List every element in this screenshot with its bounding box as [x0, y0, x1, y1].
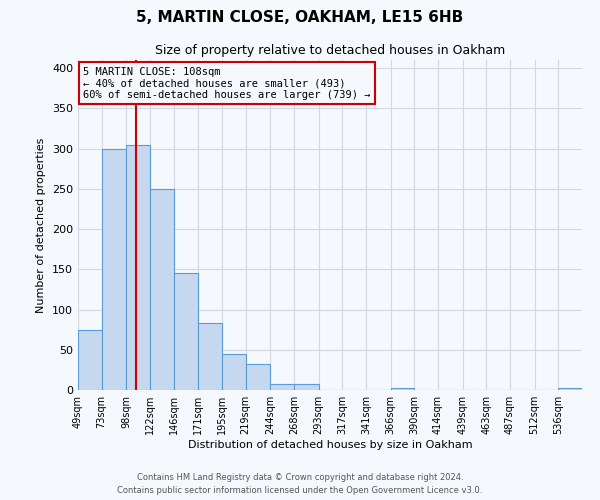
Bar: [391, 388, 415, 390]
Bar: [101, 148, 127, 390]
Bar: [199, 323, 222, 390]
Bar: [150, 189, 173, 390]
Text: Contains HM Land Registry data © Crown copyright and database right 2024.
Contai: Contains HM Land Registry data © Crown c…: [118, 474, 482, 495]
Bar: [245, 364, 271, 390]
Text: 5 MARTIN CLOSE: 108sqm
← 40% of detached houses are smaller (493)
60% of semi-de: 5 MARTIN CLOSE: 108sqm ← 40% of detached…: [83, 66, 371, 100]
Title: Size of property relative to detached houses in Oakham: Size of property relative to detached ho…: [155, 44, 505, 58]
X-axis label: Distribution of detached houses by size in Oakham: Distribution of detached houses by size …: [188, 440, 472, 450]
Bar: [173, 274, 199, 390]
Bar: [271, 384, 294, 390]
Bar: [127, 144, 150, 390]
Bar: [294, 384, 319, 390]
Bar: [78, 330, 101, 390]
Bar: [559, 388, 582, 390]
Y-axis label: Number of detached properties: Number of detached properties: [37, 138, 46, 312]
Text: 5, MARTIN CLOSE, OAKHAM, LE15 6HB: 5, MARTIN CLOSE, OAKHAM, LE15 6HB: [136, 10, 464, 25]
Bar: [222, 354, 245, 390]
